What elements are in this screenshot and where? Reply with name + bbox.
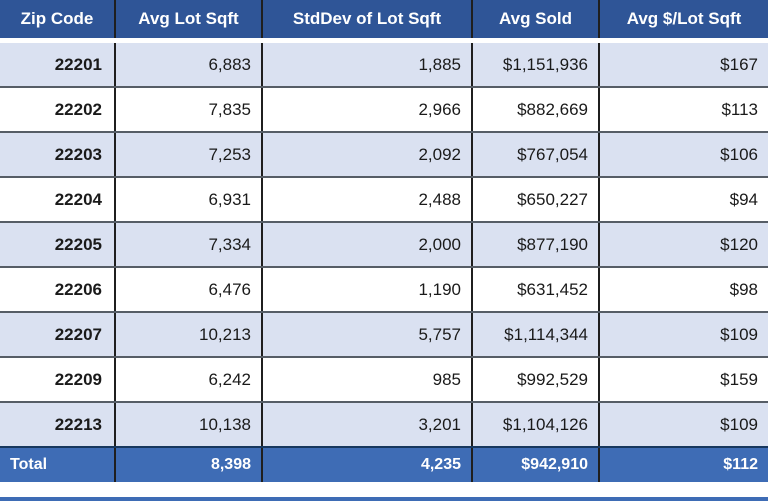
- table-row: 22207 10,213 5,757 $1,114,344 $109: [0, 312, 768, 358]
- table-body: 22201 6,883 1,885 $1,151,936 $167 22202 …: [0, 40, 768, 448]
- avg-sold-cell: $992,529: [471, 357, 599, 403]
- avg-price-per-lot-sqft-cell: $167: [598, 40, 768, 88]
- avg-sold-cell: $631,452: [471, 267, 599, 313]
- col-header-avg-sold: Avg Sold: [471, 0, 599, 43]
- col-header-avg-price-per-lot-sqft: Avg $/Lot Sqft: [598, 0, 768, 43]
- avg-sold-cell: $877,190: [471, 222, 599, 268]
- stddev-lot-sqft-cell: 2,488: [261, 177, 472, 223]
- zip-code-cell: 22205: [0, 222, 115, 268]
- zip-code-cell: 22206: [0, 267, 115, 313]
- avg-sold-cell: $882,669: [471, 87, 599, 133]
- avg-lot-sqft-cell: 7,334: [114, 222, 262, 268]
- avg-lot-sqft-cell: 6,883: [114, 40, 262, 88]
- avg-price-per-lot-sqft-cell: $109: [598, 312, 768, 358]
- table-row: 22203 7,253 2,092 $767,054 $106: [0, 132, 768, 178]
- zip-lot-stats-table: Zip Code Avg Lot Sqft StdDev of Lot Sqft…: [0, 0, 768, 482]
- total-row: Total 8,398 4,235 $942,910 $112: [0, 447, 768, 482]
- avg-price-per-lot-sqft-cell: $159: [598, 357, 768, 403]
- zip-code-cell: 22202: [0, 87, 115, 133]
- stddev-lot-sqft-cell: 1,190: [261, 267, 472, 313]
- avg-price-per-lot-sqft-cell: $109: [598, 402, 768, 448]
- total-stddev-lot-sqft-cell: 4,235: [261, 447, 472, 482]
- avg-sold-cell: $1,114,344: [471, 312, 599, 358]
- col-header-stddev-lot-sqft: StdDev of Lot Sqft: [261, 0, 472, 43]
- avg-lot-sqft-cell: 6,242: [114, 357, 262, 403]
- avg-lot-sqft-cell: 6,476: [114, 267, 262, 313]
- col-header-zip-code: Zip Code: [0, 0, 115, 43]
- avg-price-per-lot-sqft-cell: $98: [598, 267, 768, 313]
- zip-code-cell: 22209: [0, 357, 115, 403]
- avg-lot-sqft-cell: 7,253: [114, 132, 262, 178]
- table-footer: Total 8,398 4,235 $942,910 $112: [0, 447, 768, 482]
- stddev-lot-sqft-cell: 5,757: [261, 312, 472, 358]
- table-row: 22213 10,138 3,201 $1,104,126 $109: [0, 402, 768, 448]
- zip-code-cell: 22213: [0, 402, 115, 448]
- table-row: 22209 6,242 985 $992,529 $159: [0, 357, 768, 403]
- table-row: 22204 6,931 2,488 $650,227 $94: [0, 177, 768, 223]
- table-bottom-accent-line: [0, 497, 768, 501]
- total-avg-lot-sqft-cell: 8,398: [114, 447, 262, 482]
- stddev-lot-sqft-cell: 2,092: [261, 132, 472, 178]
- total-avg-price-per-lot-sqft-cell: $112: [598, 447, 768, 482]
- table-row: 22202 7,835 2,966 $882,669 $113: [0, 87, 768, 133]
- zip-code-cell: 22207: [0, 312, 115, 358]
- avg-sold-cell: $650,227: [471, 177, 599, 223]
- avg-lot-sqft-cell: 10,138: [114, 402, 262, 448]
- zip-code-cell: 22204: [0, 177, 115, 223]
- table-header: Zip Code Avg Lot Sqft StdDev of Lot Sqft…: [0, 0, 768, 43]
- stddev-lot-sqft-cell: 2,000: [261, 222, 472, 268]
- zip-code-cell: 22201: [0, 40, 115, 88]
- avg-lot-sqft-cell: 10,213: [114, 312, 262, 358]
- avg-sold-cell: $1,104,126: [471, 402, 599, 448]
- avg-price-per-lot-sqft-cell: $120: [598, 222, 768, 268]
- avg-price-per-lot-sqft-cell: $106: [598, 132, 768, 178]
- header-row: Zip Code Avg Lot Sqft StdDev of Lot Sqft…: [0, 0, 768, 43]
- stddev-lot-sqft-cell: 2,966: [261, 87, 472, 133]
- total-label-cell: Total: [0, 447, 115, 482]
- table-row: 22205 7,334 2,000 $877,190 $120: [0, 222, 768, 268]
- avg-sold-cell: $1,151,936: [471, 40, 599, 88]
- zip-code-cell: 22203: [0, 132, 115, 178]
- avg-lot-sqft-cell: 6,931: [114, 177, 262, 223]
- avg-price-per-lot-sqft-cell: $94: [598, 177, 768, 223]
- avg-lot-sqft-cell: 7,835: [114, 87, 262, 133]
- stddev-lot-sqft-cell: 3,201: [261, 402, 472, 448]
- avg-sold-cell: $767,054: [471, 132, 599, 178]
- total-avg-sold-cell: $942,910: [471, 447, 599, 482]
- table-row: 22206 6,476 1,190 $631,452 $98: [0, 267, 768, 313]
- col-header-avg-lot-sqft: Avg Lot Sqft: [114, 0, 262, 43]
- stddev-lot-sqft-cell: 1,885: [261, 40, 472, 88]
- avg-price-per-lot-sqft-cell: $113: [598, 87, 768, 133]
- table-row: 22201 6,883 1,885 $1,151,936 $167: [0, 40, 768, 88]
- stddev-lot-sqft-cell: 985: [261, 357, 472, 403]
